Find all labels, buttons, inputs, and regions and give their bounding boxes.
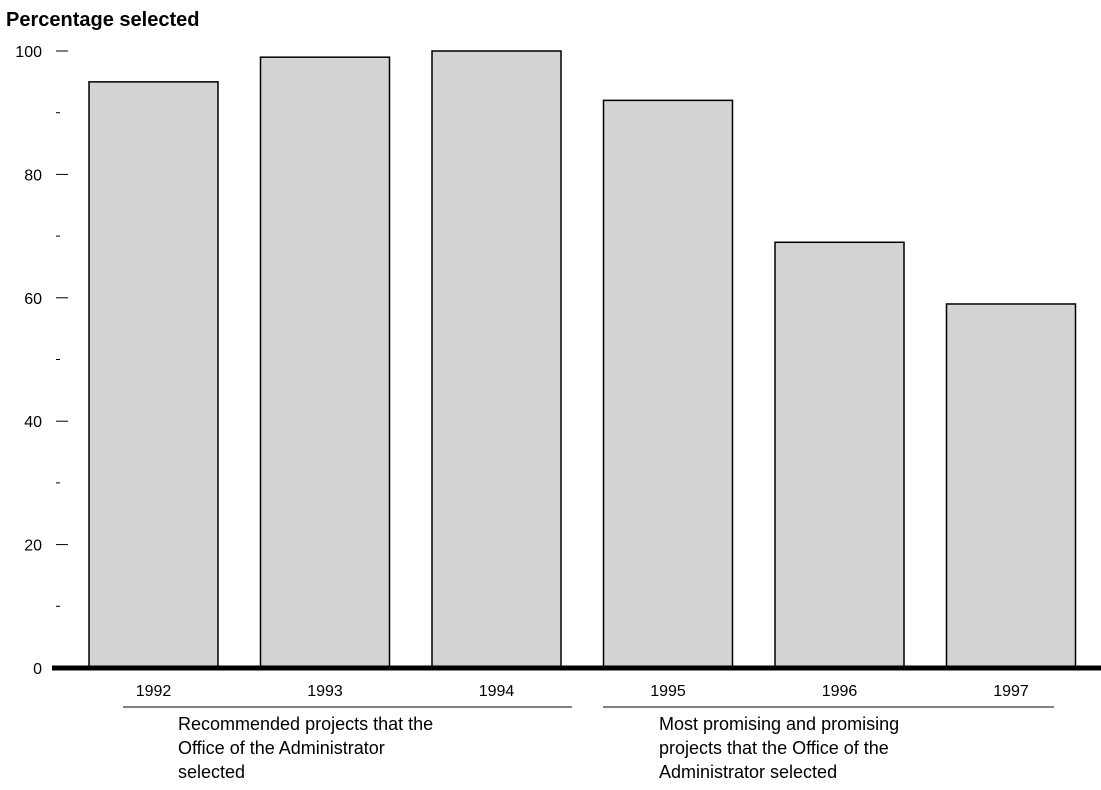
x-tick-label: 1997 — [993, 683, 1029, 700]
bar-1997 — [945, 303, 1077, 669]
group-label-line: Most promising and promising — [659, 714, 899, 734]
group-label-line: projects that the Office of the — [659, 738, 889, 758]
y-tick-label: 80 — [24, 167, 42, 184]
y-tick-label: 100 — [15, 44, 42, 61]
group-label-line: Administrator selected — [659, 762, 837, 782]
y-tick-label: 20 — [24, 538, 42, 555]
x-tick-label: 1995 — [650, 683, 686, 700]
x-tick-label: 1996 — [822, 683, 858, 700]
group-label-line: selected — [178, 762, 245, 782]
y-axis: 0 20 40 60 80 100 — [15, 44, 68, 678]
x-tick-label: 1994 — [479, 683, 515, 700]
y-axis-title: Percentage selected — [6, 9, 199, 31]
bar-1996 — [774, 241, 905, 669]
group-label-line: Office of the Administrator — [178, 738, 385, 758]
group-label-line: Recommended projects that the — [178, 714, 433, 734]
bars — [88, 50, 1077, 669]
bar-1995 — [602, 99, 734, 669]
y-tick-label: 60 — [24, 291, 42, 308]
bar-1993 — [259, 56, 391, 669]
x-tick-label: 1993 — [307, 683, 343, 700]
bar-1992 — [88, 81, 219, 669]
y-tick-label: 40 — [24, 414, 42, 431]
y-tick-label: 0 — [33, 661, 42, 678]
category-groups: Recommended projects that the Office of t… — [123, 706, 1054, 782]
x-axis-labels: 1992 1993 1994 1995 1996 1997 — [136, 683, 1029, 700]
bar-1994 — [431, 50, 562, 669]
x-tick-label: 1992 — [136, 683, 172, 700]
